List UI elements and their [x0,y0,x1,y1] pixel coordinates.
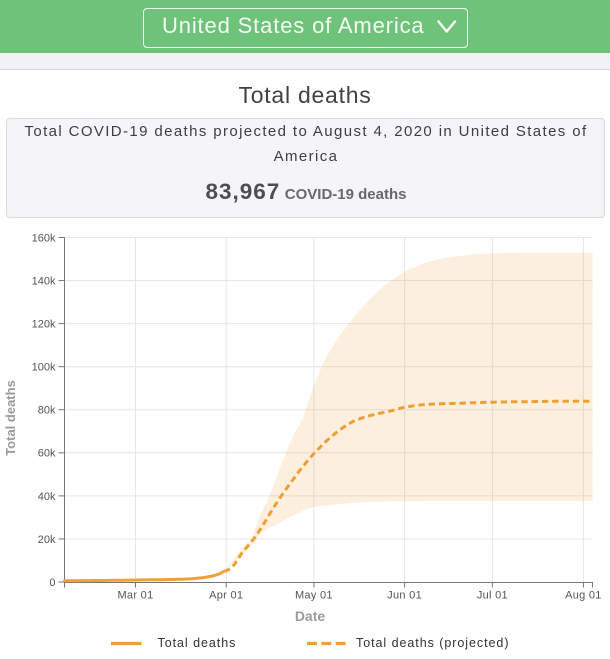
svg-text:Apr 01: Apr 01 [209,589,243,601]
svg-text:120k: 120k [32,319,56,331]
svg-text:Total deaths (projected): Total deaths (projected) [356,636,509,650]
svg-text:40k: 40k [38,491,56,503]
svg-text:Total deaths: Total deaths [158,636,237,650]
svg-text:Date: Date [295,608,326,624]
svg-text:20k: 20k [38,534,56,546]
svg-text:140k: 140k [32,275,56,287]
svg-text:May 01: May 01 [295,589,333,601]
svg-text:100k: 100k [32,362,56,374]
svg-text:Jul 01: Jul 01 [477,589,508,601]
svg-text:Aug 01: Aug 01 [565,589,602,601]
svg-text:0: 0 [49,577,55,589]
svg-text:60k: 60k [38,448,56,460]
svg-text:80k: 80k [38,405,56,417]
svg-text:Total deaths: Total deaths [3,380,18,456]
svg-text:Jun 01: Jun 01 [387,589,422,601]
svg-text:Mar 01: Mar 01 [117,589,153,601]
svg-text:160k: 160k [32,232,56,244]
